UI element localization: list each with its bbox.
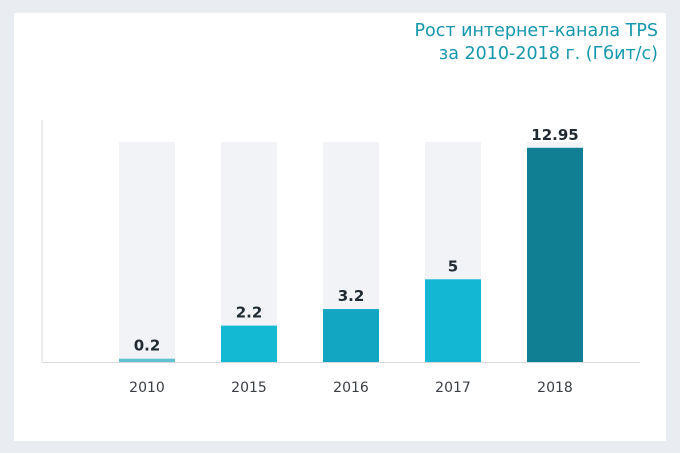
bar-2015 [221, 325, 277, 362]
data-label-2010: 0.2 [134, 337, 161, 355]
x-tick-label-2016: 2016 [333, 380, 369, 396]
data-label-2015: 2.2 [236, 304, 263, 322]
bar-2016 [323, 309, 379, 362]
x-tick-label-2015: 2015 [231, 380, 267, 396]
bar-2018 [527, 147, 583, 362]
chart-title: Рост интернет-канала TPS за 2010-2018 г.… [414, 20, 658, 66]
bar-2017 [425, 279, 481, 362]
x-tick-label-2010: 2010 [129, 380, 165, 396]
data-label-2017: 5 [448, 257, 458, 275]
data-label-2018: 12.95 [531, 126, 578, 144]
chart-title-line-2: за 2010-2018 г. (Гбит/с) [438, 44, 658, 64]
bar-2010 [119, 358, 175, 362]
bar-track-2015 [221, 142, 277, 362]
x-tick-label-2017: 2017 [435, 380, 471, 396]
data-label-2016: 3.2 [338, 287, 365, 305]
chart-title-line-1: Рост интернет-канала TPS [414, 21, 658, 41]
bar-track-2010 [119, 142, 175, 362]
x-tick-label-2018: 2018 [537, 380, 573, 396]
